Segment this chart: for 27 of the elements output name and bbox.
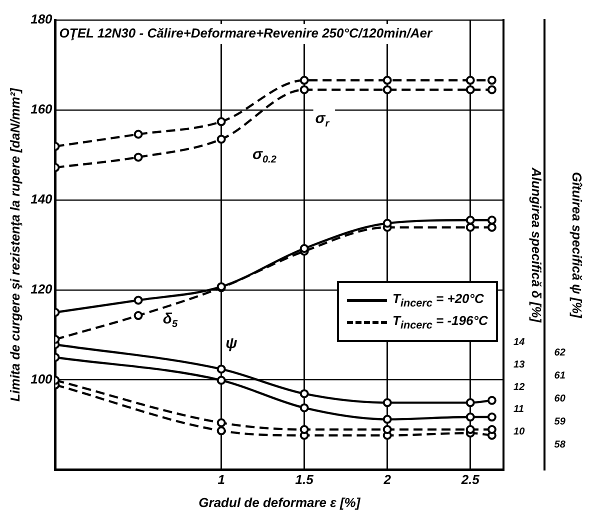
y-tick-label: 180 [30,12,54,27]
y-tick-label: 160 [30,102,54,117]
y3-tick-label: 58 [554,439,566,450]
y3-tick-label: 60 [554,393,566,404]
x-tick-label: 1 [218,472,225,488]
annotation: ψ [226,334,238,352]
y-tick-label: 120 [30,281,54,296]
x-tick-label: 2.5 [460,472,480,488]
y-tick-label: 140 [30,192,54,206]
y2-tick-label: 12 [514,382,526,393]
y2-tick-label: 10 [514,426,526,438]
x-tick-label: 2 [382,472,392,488]
y3-tick-label: 59 [554,416,566,428]
legend-label: T$_{incerc}$ = -196°C [392,313,488,332]
chart-title: OŢEL 12N30 - Călire+Deformare+Revenire 250°C/120min/Aer [59,26,433,41]
x-axis-title: Gradul de deformare ε [%] [198,494,361,510]
legend-label: T$_{incerc}$ = +20°C [392,290,484,310]
x-tick-label: 1.5 [295,472,314,488]
y2-tick-label: 14 [514,336,526,348]
y2-tick-label: 11 [514,404,524,416]
y-axis-title: Limita de curgere şi rezistenţa la rupere [daN/mm²] [7,87,22,402]
y3-axis-title: Gîtuirea specifică ψ [%] [570,172,585,319]
y2-tick-label: 13 [514,359,526,370]
y3-tick-label: 62 [554,348,566,359]
y2-axis-title: Alungirea specifică δ [%] [528,166,544,323]
y3-tick-label: 61 [554,370,566,382]
y-tick-label: 100 [30,371,54,386]
